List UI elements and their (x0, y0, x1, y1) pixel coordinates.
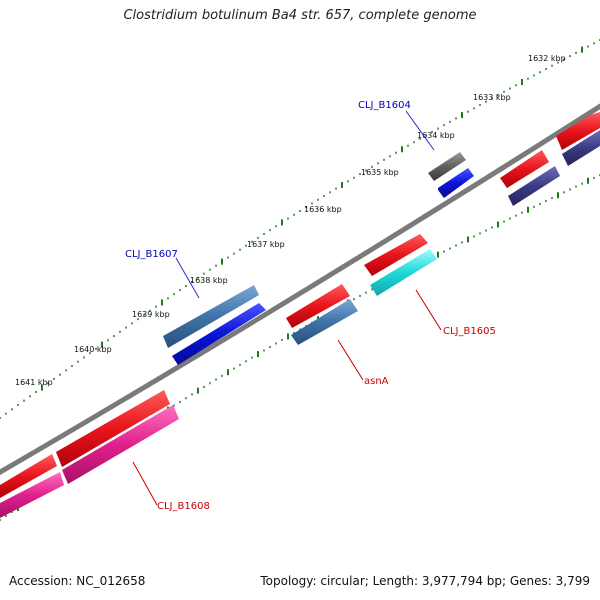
tick-labels: 1632 kbp 1633 kbp 1634 kbp 1635 kbp 1636 kbp… (15, 54, 566, 387)
gene-label-clj-b1605[interactable]: CLJ_B1605 (443, 326, 496, 337)
leader-line-asna (337, 339, 364, 381)
leader-line-b1608 (132, 461, 158, 506)
gene-red-upper-right-1[interactable] (500, 150, 549, 188)
tick-label: 1638 kbp (190, 276, 228, 285)
tick-label: 1639 kbp (132, 310, 170, 319)
tick-ring (0, 39, 600, 419)
leader-line-b1607 (175, 257, 200, 299)
gene-features[interactable] (0, 112, 600, 518)
leader-lines (132, 110, 442, 506)
gene-b1604-grey[interactable] (428, 152, 466, 181)
tick-label: 1640 kbp (74, 345, 112, 354)
gene-label-clj-b1604[interactable]: CLJ_B1604 (358, 100, 411, 111)
tick-label: 1637 kbp (247, 240, 285, 249)
gene-b1608-magenta-1[interactable] (62, 405, 179, 484)
gene-red-long-1[interactable] (56, 390, 170, 467)
tick-label: 1634 kbp (417, 131, 455, 140)
gene-slate-upper-right-2[interactable] (562, 130, 600, 166)
gene-red-b1605[interactable] (364, 234, 428, 276)
leader-line-b1605 (415, 289, 442, 331)
gene-red-long-2[interactable] (0, 454, 57, 498)
tick-label: 1641 kbp (15, 378, 53, 387)
leader-line-b1604 (405, 110, 435, 151)
gene-red-asna[interactable] (286, 284, 350, 328)
genome-summary-text: Topology: circular; Length: 3,977,794 bp… (260, 574, 590, 588)
gene-b1608-magenta-2[interactable] (0, 472, 64, 518)
gene-slate-upper-right-1[interactable] (508, 166, 560, 206)
genome-backbone (0, 103, 600, 476)
gene-b1604-blue[interactable] (438, 168, 474, 198)
gene-b1607-blue[interactable] (172, 303, 266, 365)
tick-label: 1635 kbp (361, 168, 399, 177)
gene-asna-steel[interactable] (291, 299, 358, 345)
gene-b1607-steel[interactable] (163, 285, 259, 348)
gene-label-asna[interactable]: asnA (364, 376, 389, 387)
accession-text: Accession: NC_012658 (9, 574, 146, 588)
tick-label: 1633 kbp (473, 93, 511, 102)
tick-label: 1636 kbp (304, 205, 342, 214)
gene-red-upper-right-2[interactable] (556, 112, 600, 150)
tick-label: 1632 kbp (528, 54, 566, 63)
gene-b1605-cyan[interactable] (370, 249, 437, 296)
gene-label-clj-b1608[interactable]: CLJ_B1608 (157, 501, 210, 512)
map-title: Clostridium botulinum Ba4 str. 657, comp… (123, 8, 477, 23)
gene-label-clj-b1607[interactable]: CLJ_B1607 (125, 249, 178, 260)
